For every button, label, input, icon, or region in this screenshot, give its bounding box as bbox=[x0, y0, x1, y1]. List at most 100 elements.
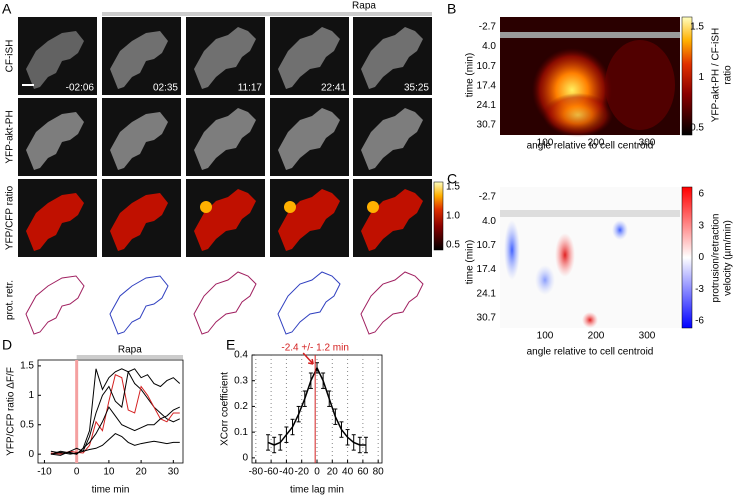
treatment-label: Rapa bbox=[118, 345, 142, 356]
x-tick-label: 20 bbox=[327, 467, 339, 478]
x-tick-label: 200 bbox=[588, 138, 605, 149]
row-label: prot. retr. bbox=[5, 280, 16, 320]
x-tick-label: 100 bbox=[537, 138, 554, 149]
row-label: YFP/CFP ratio bbox=[5, 185, 16, 250]
colorbar-tick-label: -3 bbox=[695, 284, 704, 295]
colorbar-tick-label: 1 bbox=[698, 72, 704, 83]
colorbar-label: ratio bbox=[723, 65, 733, 85]
colorbar-tick-label: 1.5 bbox=[690, 22, 704, 33]
y-tick-label: 10.7 bbox=[477, 240, 497, 251]
colorbar-tick-label: 3 bbox=[698, 220, 704, 231]
cell-outline bbox=[193, 271, 257, 335]
heatmap-band bbox=[500, 32, 680, 38]
y-tick-label: -2.7 bbox=[479, 22, 497, 33]
treatment-label: Rapa bbox=[352, 1, 376, 12]
panel-label: B bbox=[447, 1, 456, 17]
image-tile bbox=[102, 262, 181, 340]
y-tick-label: 0.2 bbox=[234, 401, 248, 412]
data-line bbox=[50, 432, 180, 455]
panel-label: C bbox=[447, 171, 457, 187]
y-tick-label: 1.5 bbox=[20, 361, 34, 372]
plot-frame bbox=[37, 359, 184, 464]
colorbar bbox=[433, 181, 444, 251]
y-tick-label: 0.5 bbox=[20, 419, 34, 430]
x-tick-label: 20 bbox=[136, 467, 148, 478]
heatmap-feature bbox=[535, 265, 555, 295]
y-tick-label: 17.4 bbox=[477, 264, 497, 275]
colorbar-tick-label: 0 bbox=[698, 252, 704, 263]
annotation-arrow bbox=[302, 352, 314, 365]
y-tick-label: 10.7 bbox=[477, 61, 497, 72]
cell bbox=[361, 189, 423, 251]
x-tick-label: 10 bbox=[103, 467, 115, 478]
data-line bbox=[50, 368, 180, 455]
cell bbox=[194, 189, 256, 251]
timestamp: -02:06 bbox=[66, 83, 95, 94]
cell bbox=[26, 31, 84, 89]
cell bbox=[26, 193, 84, 251]
timestamp: 22:41 bbox=[321, 83, 346, 94]
x-axis-label: time lag min bbox=[290, 485, 344, 496]
data-line bbox=[50, 406, 180, 455]
heatmap-feature bbox=[582, 312, 598, 328]
colorbar-label: velocity (µm/min) bbox=[723, 220, 733, 296]
y-tick-label: 0.3 bbox=[234, 375, 248, 386]
heatmap-band bbox=[500, 210, 680, 217]
cell-outline bbox=[360, 271, 424, 335]
y-axis-label: time (min) bbox=[465, 240, 476, 284]
data-line bbox=[267, 366, 366, 446]
y-tick-label: 0 bbox=[28, 449, 34, 460]
cell-outline bbox=[109, 275, 169, 335]
colorbar-tick-label: 1.0 bbox=[446, 211, 460, 222]
cell-hotspot bbox=[367, 201, 379, 213]
cell bbox=[278, 27, 340, 89]
y-tick-label: 4.0 bbox=[482, 216, 496, 227]
heatmap-feature bbox=[605, 40, 675, 130]
x-tick-label: -20 bbox=[294, 467, 309, 478]
x-tick-label: 60 bbox=[357, 467, 369, 478]
data-line bbox=[50, 368, 181, 456]
y-axis-label: XCorr coefficient bbox=[220, 372, 231, 446]
row-label: CF-iSH bbox=[5, 40, 16, 73]
colorbar-tick-label: 0.5 bbox=[690, 123, 704, 134]
image-tile bbox=[353, 262, 432, 340]
y-tick-label: 0.4 bbox=[234, 350, 248, 361]
y-tick-label: 0 bbox=[242, 452, 248, 463]
colorbar-label: YFP-akt-PH / CF-iSH bbox=[711, 28, 722, 122]
x-axis-label: angle relative to cell centroid bbox=[527, 141, 654, 152]
x-tick-label: 80 bbox=[373, 467, 385, 478]
x-tick-label: 0 bbox=[314, 467, 320, 478]
cell-outline bbox=[25, 275, 85, 335]
y-tick-label: -2.7 bbox=[479, 192, 497, 203]
cell-outline bbox=[277, 271, 341, 335]
heatmap-feature bbox=[612, 220, 628, 240]
colorbar bbox=[681, 186, 693, 329]
cell-hotspot bbox=[284, 201, 296, 213]
image-tile bbox=[18, 262, 97, 340]
panel-label: A bbox=[2, 1, 12, 17]
y-tick-label: 4.0 bbox=[482, 41, 496, 52]
panel-label: E bbox=[226, 337, 235, 353]
heatmap-feature bbox=[543, 93, 613, 137]
x-tick-label: -60 bbox=[264, 467, 279, 478]
colorbar-tick-label: -6 bbox=[695, 316, 704, 327]
x-tick-label: 40 bbox=[342, 467, 354, 478]
y-tick-label: 0.1 bbox=[234, 427, 248, 438]
x-axis-label: angle relative to cell centroid bbox=[527, 347, 654, 358]
timestamp: 11:17 bbox=[238, 83, 263, 94]
treatment-bar bbox=[102, 12, 432, 16]
x-tick-label: 0 bbox=[74, 467, 80, 478]
y-tick-label: 30.7 bbox=[477, 120, 497, 131]
image-tile bbox=[186, 262, 265, 340]
treatment-bar bbox=[76, 355, 183, 359]
cell bbox=[278, 189, 340, 251]
y-tick-label: 17.4 bbox=[477, 80, 497, 91]
x-axis-label: time min bbox=[92, 485, 130, 496]
heatmap-feature bbox=[504, 220, 520, 280]
cell bbox=[361, 108, 423, 170]
annotation: -2.4 +/- 1.2 min bbox=[281, 343, 349, 354]
heatmap bbox=[500, 187, 680, 328]
cell bbox=[110, 31, 168, 89]
y-tick-label: 1 bbox=[28, 390, 34, 401]
